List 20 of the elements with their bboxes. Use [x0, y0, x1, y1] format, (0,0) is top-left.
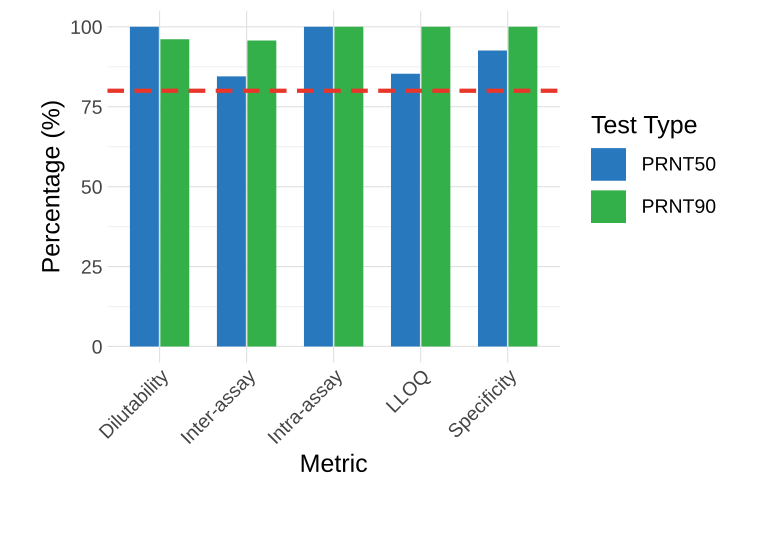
- bar: [160, 39, 190, 346]
- legend-label: PRNT90: [643, 199, 716, 213]
- bar: [508, 26, 538, 346]
- legend-title: Test Type: [592, 116, 696, 138]
- bar: [304, 26, 333, 346]
- y-tick-label: 50: [82, 180, 102, 194]
- bar: [390, 74, 420, 346]
- legend-label: PRNT50: [643, 156, 716, 171]
- bar: [478, 50, 507, 346]
- bar: [334, 26, 364, 346]
- bar: [247, 40, 276, 346]
- bar: [421, 26, 450, 346]
- bar: [216, 76, 246, 346]
- y-tick-label: 25: [82, 260, 102, 274]
- y-tick-label: 0: [92, 340, 102, 354]
- y-tick-label: 75: [82, 100, 102, 114]
- bar: [130, 26, 159, 346]
- y-tick-label: 100: [72, 20, 102, 34]
- y-axis-title: Percentage (%): [41, 101, 65, 272]
- x-axis-title: Metric: [302, 454, 368, 472]
